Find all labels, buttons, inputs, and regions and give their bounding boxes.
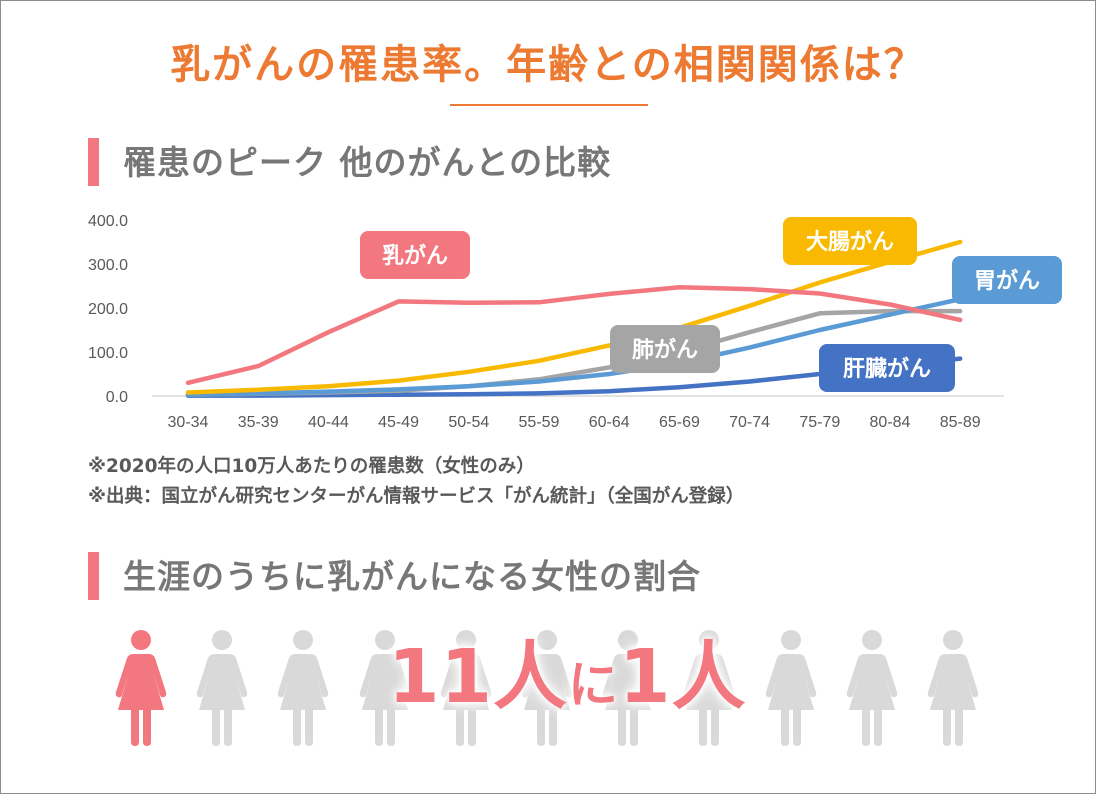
y-tick-label: 100.0 xyxy=(88,345,128,362)
x-tick-label: 85-89 xyxy=(940,414,981,431)
series-label: 肺がん xyxy=(610,325,720,373)
y-axis: 0.0 100.0 200.0 300.0 400.0 xyxy=(88,213,128,406)
woman-icon xyxy=(440,630,492,746)
x-tick-label: 75-79 xyxy=(799,414,840,431)
series-label-box xyxy=(952,256,1062,304)
series-label: 乳がん xyxy=(360,231,470,279)
woman-icon xyxy=(278,630,329,746)
x-tick-label: 60-64 xyxy=(589,414,630,431)
x-axis: 30-34 35-39 40-44 45-49 50-54 55-59 60-64 65-69… xyxy=(152,395,1004,431)
series-label-text: 胃がん xyxy=(974,268,1040,294)
x-tick-label: 55-59 xyxy=(519,414,560,431)
x-tick-label: 80-84 xyxy=(870,414,911,431)
x-tick-label: 30-34 xyxy=(168,414,209,431)
women-pictogram xyxy=(108,628,988,748)
x-tick-label: 65-69 xyxy=(659,414,700,431)
woman-icon xyxy=(927,630,979,746)
x-tick-label: 45-49 xyxy=(378,414,419,431)
series-label-text: 肺がん xyxy=(632,337,698,363)
series-label-box xyxy=(360,231,470,279)
woman-icon xyxy=(196,630,248,746)
x-tick-label: 50-54 xyxy=(448,414,489,431)
series-label-box xyxy=(819,344,955,392)
x-tick-label: 35-39 xyxy=(238,414,279,431)
note-data-description: ※2020年の人口10万人あたりの罹患数（女性のみ） xyxy=(88,456,535,477)
y-tick-label: 300.0 xyxy=(88,257,128,274)
ratio-number-one: 1 xyxy=(618,634,672,720)
woman-icon-highlighted xyxy=(115,630,167,746)
woman-icon xyxy=(846,630,898,746)
y-tick-label: 0.0 xyxy=(106,389,128,406)
x-tick-label: 40-44 xyxy=(308,414,349,431)
y-tick-label: 200.0 xyxy=(88,301,128,318)
series-line xyxy=(185,239,963,395)
series-label: 肝臓がん xyxy=(819,344,955,392)
x-tick-label: 70-74 xyxy=(729,414,770,431)
series-line xyxy=(185,285,963,386)
incidence-line-chart: 0.0 100.0 200.0 300.0 400.0 30-34 35-39 40-44 4… xyxy=(88,213,1062,431)
ratio-text: 11人に1人 xyxy=(388,640,746,714)
series-label: 大腸がん xyxy=(783,217,917,265)
note-source: ※出典：国立がん研究センターがん情報サービス「がん統計」（全国がん登録） xyxy=(88,486,745,507)
woman-icon xyxy=(521,630,573,746)
ratio-unit: 人 xyxy=(492,634,568,720)
page-title: 乳がんの罹患率。年齢との相関関係は？ xyxy=(170,42,926,88)
section-title-lifetime-ratio: 生涯のうちに乳がんになる女性の割合 xyxy=(123,557,701,596)
title-underline xyxy=(450,104,648,106)
section-accent-bar xyxy=(88,138,99,186)
series-label-box xyxy=(783,217,917,265)
woman-icon xyxy=(359,630,410,746)
y-tick-label: 400.0 xyxy=(88,213,128,230)
ratio-unit: 人 xyxy=(671,634,747,720)
ratio-number-total: 11 xyxy=(388,634,493,720)
section-accent-bar xyxy=(88,552,99,600)
series-label-text: 乳がん xyxy=(382,243,448,269)
woman-icon xyxy=(765,630,816,746)
series-label: 胃がん xyxy=(952,256,1062,304)
series-label-text: 大腸がん xyxy=(806,229,894,255)
series-label-box xyxy=(610,325,720,373)
woman-icon xyxy=(684,630,735,746)
ratio-connector: に xyxy=(567,656,619,714)
woman-icon xyxy=(602,630,654,746)
series-line xyxy=(185,296,963,397)
section-title-comparison: 罹患のピーク 他のがんとの比較 xyxy=(123,143,612,182)
series-label-text: 肝臓がん xyxy=(843,356,931,382)
